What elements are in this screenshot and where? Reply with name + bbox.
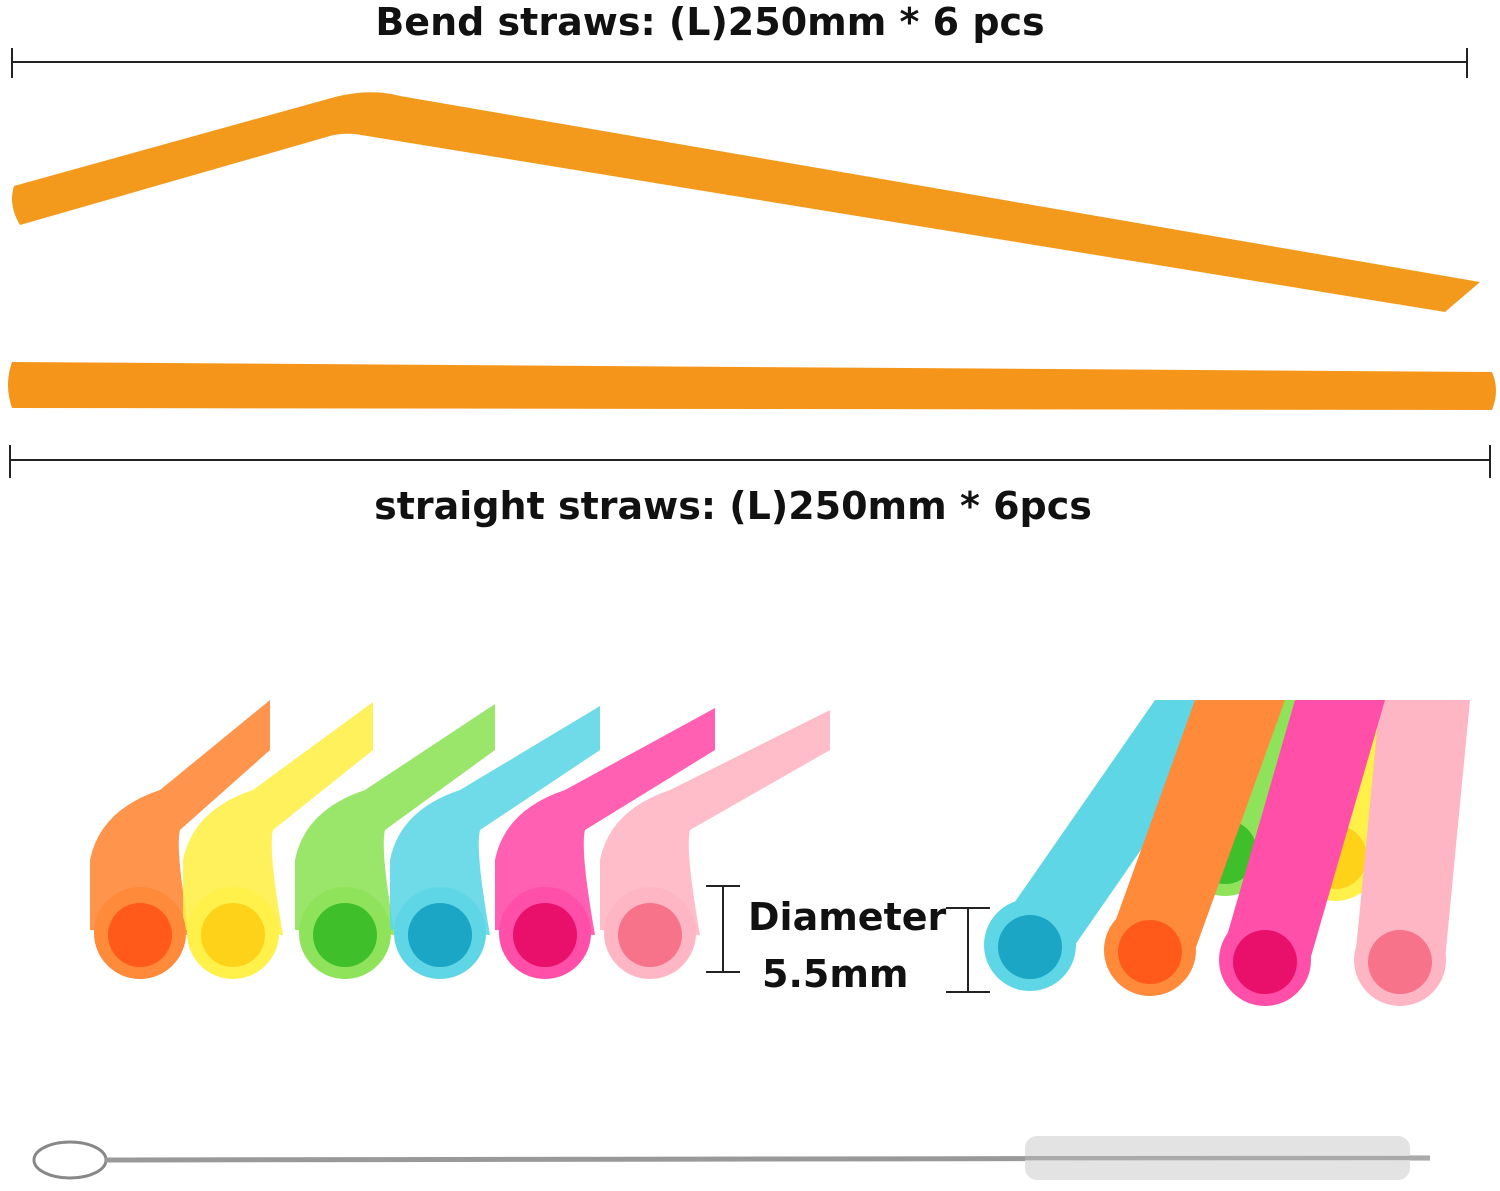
diameter-bracket-left [706, 885, 740, 973]
bend-straw-end [600, 710, 830, 935]
straight-straws-closeup [984, 700, 1470, 1006]
straight-straws-label: straight straws: (L)250mm * 6pcs [374, 484, 1092, 528]
bend-straw-opening [299, 887, 391, 979]
bend-straw-opening [604, 887, 696, 979]
bend-straws-closeup [90, 700, 830, 979]
bend-straw-opening [187, 887, 279, 979]
diameter-value: 5.5mm [762, 952, 909, 996]
bend-straw-end [390, 706, 600, 935]
diameter-bracket-right [946, 907, 990, 993]
bend-straw-end [90, 700, 270, 935]
bend-straw-end [183, 702, 373, 935]
straight-dimension-line [9, 445, 1491, 478]
bend-straw-opening [499, 887, 591, 979]
bend-dimension-line [11, 48, 1468, 78]
straight-straw [8, 362, 1496, 410]
bend-straw-end [495, 708, 715, 935]
bend-straw-opening [394, 887, 486, 979]
straight-straw-end [1104, 700, 1285, 996]
bend-straw [12, 92, 1480, 312]
straight-straw-end [1219, 700, 1385, 1006]
straight-straw-end [1354, 700, 1470, 1006]
diameter-label: Diameter [748, 895, 947, 939]
bend-straw-opening [94, 887, 186, 979]
cleaning-brush [32, 1136, 1431, 1180]
bend-straw-end [295, 704, 495, 935]
bend-straws-label: Bend straws: (L)250mm * 6 pcs [375, 0, 1045, 44]
